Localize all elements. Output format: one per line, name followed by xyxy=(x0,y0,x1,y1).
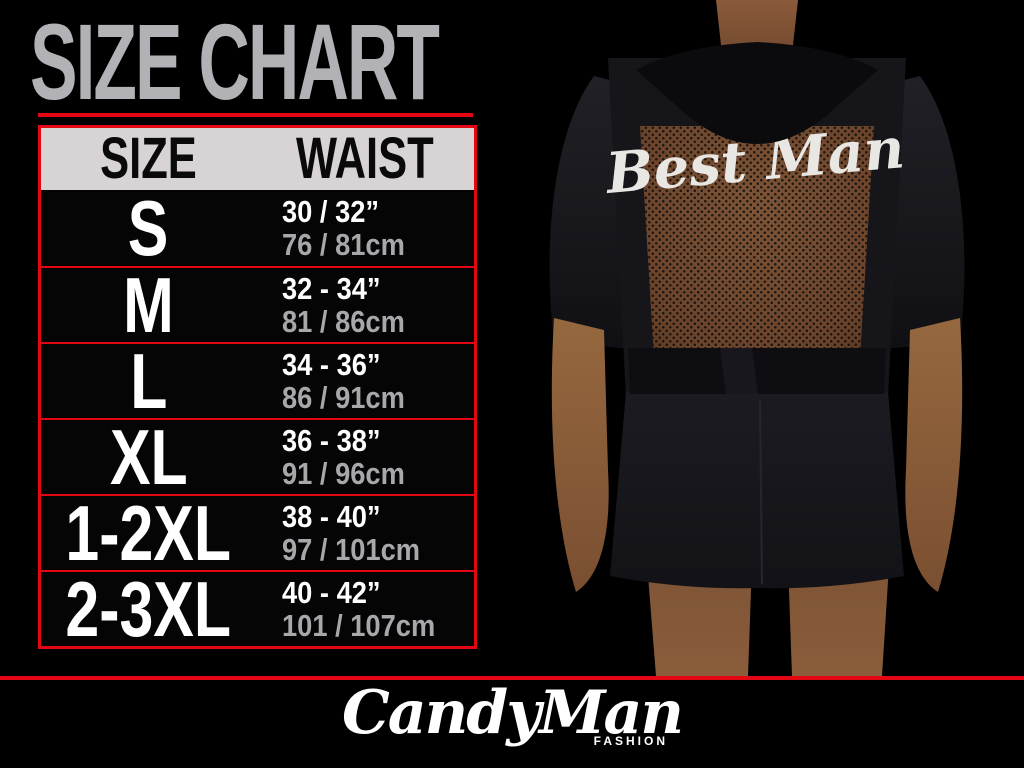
size-value: XL xyxy=(109,413,188,501)
brand-tagline: FASHION xyxy=(593,734,668,748)
table-row: XL 36 - 38” 91 / 96cm xyxy=(41,413,474,501)
waist-inches: 32 - 34” xyxy=(282,271,381,306)
table-row: S 30 / 32” 76 / 81cm xyxy=(41,184,474,272)
waist-cm: 101 / 107cm xyxy=(282,608,436,643)
header-size-cell: SIZE xyxy=(41,130,256,188)
table-row: L 34 - 36” 86 / 91cm xyxy=(41,337,474,425)
footer-divider xyxy=(0,676,1024,680)
header-waist-cell: WAIST xyxy=(256,130,474,188)
brand-name: CandyMan xyxy=(342,678,684,748)
table-header-row: SIZE WAIST xyxy=(41,128,474,190)
model-photo: Best Man xyxy=(549,0,965,676)
size-value: 2-3XL xyxy=(65,565,232,653)
page-title: SIZE CHART xyxy=(30,1,440,122)
table-row: M 32 - 34” 81 / 86cm xyxy=(41,261,474,349)
robe-collar xyxy=(636,42,878,144)
title-underline xyxy=(38,113,473,117)
skirt-seam xyxy=(759,399,763,585)
waist-cm: 81 / 86cm xyxy=(282,304,405,339)
model-left-arm xyxy=(551,318,609,592)
mesh-pattern xyxy=(640,126,874,392)
waist-inches: 34 - 36” xyxy=(282,347,381,382)
waist-inches: 30 / 32” xyxy=(282,194,380,229)
waist-inches: 38 - 40” xyxy=(282,499,381,534)
waist-inches: 40 - 42” xyxy=(282,575,381,610)
waist-inches: 36 - 38” xyxy=(282,423,381,458)
header-waist-label: WAIST xyxy=(296,126,434,191)
robe-skirt xyxy=(610,392,904,589)
waist-cm: 91 / 96cm xyxy=(282,456,405,491)
table-row: 2-3XL 40 - 42” 101 / 107cm xyxy=(41,565,474,653)
brand-logo: CandyMan FASHION xyxy=(342,678,684,748)
waist-cm: 97 / 101cm xyxy=(282,532,421,567)
size-table: SIZE WAIST S 30 / 32” 76 / 81cm M 32 - 3… xyxy=(38,125,477,649)
header-size-label: SIZE xyxy=(100,126,197,191)
size-value: 1-2XL xyxy=(65,489,232,577)
model-right-arm xyxy=(905,318,963,592)
size-value: M xyxy=(123,261,174,349)
table-row: 1-2XL 38 - 40” 97 / 101cm xyxy=(41,489,474,577)
robe-belt xyxy=(628,348,886,394)
size-value: L xyxy=(129,337,168,425)
belt-knot xyxy=(720,348,758,394)
size-value: S xyxy=(128,184,169,272)
waist-cm: 86 / 91cm xyxy=(282,380,405,415)
waist-cm: 76 / 81cm xyxy=(282,227,405,262)
